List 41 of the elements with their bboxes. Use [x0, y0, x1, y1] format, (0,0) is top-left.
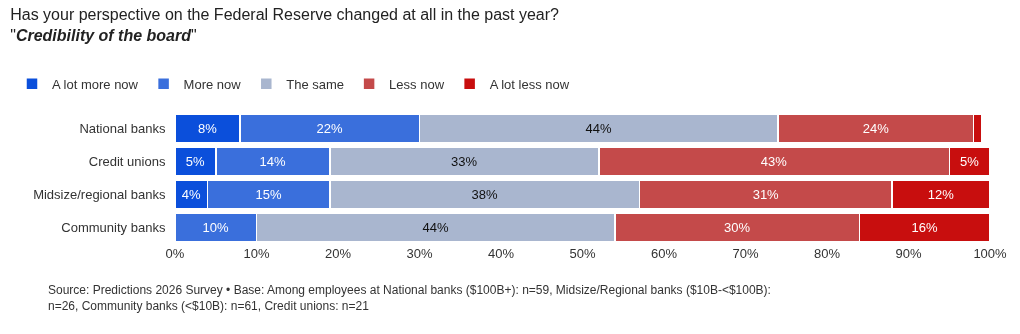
data-label: 38%	[471, 187, 498, 202]
data-label: 10%	[202, 220, 229, 235]
data-label: 8%	[197, 121, 218, 136]
data-label: 33%	[451, 154, 478, 169]
y-tick-label: National banks	[79, 121, 166, 137]
data-label: 12%	[927, 187, 955, 202]
x-tick-label: 60%	[650, 246, 678, 261]
data-label: 5%	[960, 154, 980, 169]
data-label: 24%	[862, 121, 890, 136]
x-tick-label: 30%	[406, 246, 433, 261]
data-label: 43%	[760, 154, 788, 169]
chart-title: Has your perspective on the Federal Reserve changed at all in the past year?	[10, 6, 560, 24]
legend-label: A lot more now	[52, 76, 139, 92]
legend-label: The same	[286, 76, 345, 92]
legend-label: A lot less now	[489, 76, 570, 92]
x-tick-label: 20%	[324, 246, 352, 261]
x-tick-label: 40%	[487, 246, 515, 261]
y-tick-label: Midsize/regional banks	[33, 187, 166, 203]
x-tick-label: 10%	[243, 246, 270, 261]
data-label: 5%	[185, 154, 205, 169]
y-tick-label: Credit unions	[88, 154, 166, 170]
source-note: Source: Predictions 2026 Survey • Base: Among employees at National banks ($100B+): n=59, Midsize/Regional banks ($10B-<$100B): n=26, Community banks (<$10B): n=61, Credit unions: n=21	[48, 283, 771, 313]
data-label: 4%	[181, 187, 201, 202]
data-label: 16%	[911, 220, 939, 235]
y-tick-label: Community banks	[61, 220, 166, 236]
data-label: 15%	[255, 187, 282, 202]
legend-label: More now	[183, 76, 242, 92]
legend-label: Less now	[389, 76, 445, 92]
x-tick-label: 0%	[165, 246, 185, 261]
data-label: 44%	[422, 220, 450, 235]
data-label: 22%	[316, 121, 344, 136]
x-tick-label: 90%	[895, 246, 922, 261]
data-label: 44%	[585, 121, 613, 136]
chart-subtitle: "Credibility of the board"	[10, 26, 197, 44]
x-tick-label: 70%	[732, 246, 759, 261]
data-label: 14%	[259, 154, 287, 169]
data-label: 30%	[724, 220, 751, 235]
data-label: 31%	[752, 187, 780, 202]
x-tick-label: 100%	[973, 246, 1008, 261]
x-tick-label: 50%	[569, 246, 596, 261]
x-tick-label: 80%	[813, 246, 841, 261]
